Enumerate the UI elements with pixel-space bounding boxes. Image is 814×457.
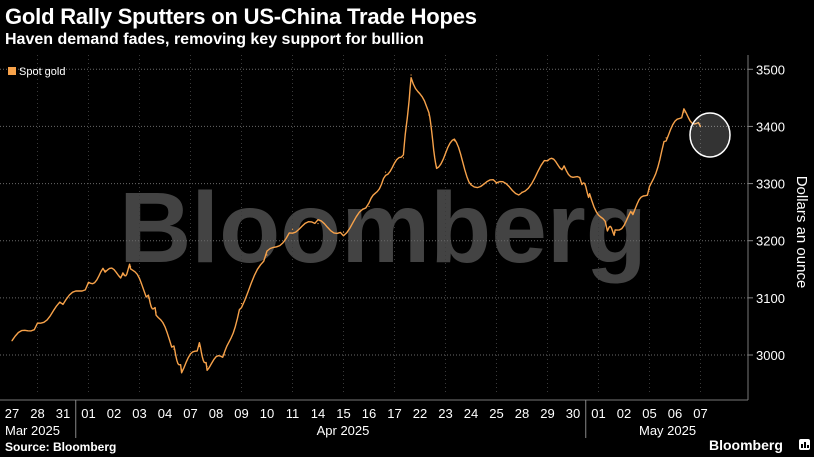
data-point-spot-gold (173, 348, 175, 350)
data-point-spot-gold (266, 254, 268, 256)
data-point-spot-gold (563, 165, 565, 168)
data-point-spot-gold (581, 182, 583, 185)
x-tick-label: 15 (336, 406, 350, 421)
y-tick-label: 3500 (756, 62, 785, 77)
x-tick-label: 23 (438, 406, 452, 421)
y-tick-label: 3200 (756, 234, 785, 249)
x-tick-label: 01 (81, 406, 95, 421)
x-tick-label: 05 (642, 406, 656, 421)
x-tick-label: 04 (158, 406, 172, 421)
x-tick-label: 01 (591, 406, 605, 421)
source-note: Source: Bloomberg (5, 440, 117, 454)
data-point-spot-gold (428, 114, 430, 116)
y-tick-label: 3400 (756, 119, 785, 134)
x-tick-label: 09 (234, 406, 248, 421)
data-point-spot-gold (632, 211, 634, 213)
data-point-spot-gold (410, 74, 412, 76)
data-point-spot-gold (606, 228, 609, 230)
data-point-spot-gold (206, 365, 208, 368)
data-point-spot-gold (435, 165, 438, 168)
y-axis: 3000 3100 3200 3300 3400 3500 (747, 55, 785, 400)
x-tick-label: 10 (260, 406, 274, 421)
brand-logo-text: Bloomberg (709, 437, 783, 453)
data-point-spot-gold (317, 222, 319, 225)
x-tick-label: 02 (617, 406, 631, 421)
y-tick-label: 3100 (756, 291, 785, 306)
x-tick-label: 11 (286, 406, 300, 421)
data-point-spot-gold (588, 194, 591, 196)
data-point-spot-gold (402, 157, 405, 159)
data-point-spot-gold (521, 191, 523, 193)
bloomberg-chart-icon (799, 439, 810, 450)
x-tick-label: 28 (515, 406, 529, 421)
x-tick-label: 07 (183, 406, 197, 421)
x-tick-label: 28 (30, 406, 44, 421)
data-point-spot-gold (648, 188, 651, 190)
data-point-spot-gold (384, 171, 387, 173)
x-tick-label: 14 (311, 406, 325, 421)
data-point-spot-gold (240, 302, 243, 305)
x-tick-label: 27 (5, 406, 19, 421)
x-tick-label: 03 (132, 406, 146, 421)
chart-title: Gold Rally Sputters on US-China Trade Ho… (5, 4, 477, 29)
data-point-spot-gold (368, 205, 370, 208)
y-tick-label: 3000 (756, 348, 785, 363)
legend-swatch-spot-gold (8, 67, 16, 75)
x-tick-label: 29 (540, 406, 554, 421)
legend-label-spot-gold: Spot gold (19, 66, 65, 78)
x-month-label: Apr 2025 (317, 423, 370, 438)
data-point-spot-gold (291, 228, 294, 230)
data-point-spot-gold (104, 269, 106, 272)
data-point-spot-gold (122, 274, 124, 276)
x-month-label: Mar 2025 (5, 423, 60, 438)
data-point-spot-gold (495, 182, 498, 185)
x-tick-label: 16 (362, 406, 376, 421)
data-point-spot-gold (87, 282, 90, 285)
x-tick-label: 08 (209, 406, 223, 421)
data-point-spot-gold (614, 231, 616, 233)
x-tick-label: 31 (56, 406, 70, 421)
x-tick-label: 07 (693, 406, 707, 421)
x-tick-label: 24 (464, 406, 478, 421)
data-point-spot-gold (453, 140, 456, 142)
x-tick-label: 06 (668, 406, 682, 421)
data-point-spot-gold (683, 111, 685, 113)
grid-lines (0, 55, 748, 395)
y-tick-label: 3300 (756, 177, 785, 192)
x-tick-label: 30 (566, 406, 580, 421)
data-point-spot-gold (155, 311, 157, 313)
data-point-spot-gold (224, 354, 226, 356)
data-point-spot-gold (180, 368, 183, 370)
data-point-spot-gold (147, 297, 150, 299)
data-point-spot-gold (342, 231, 345, 233)
data-point-spot-gold (470, 182, 472, 185)
data-point-spot-gold (62, 302, 64, 305)
data-point-spot-gold (36, 322, 39, 325)
data-point-spot-gold (546, 160, 549, 162)
x-month-label: May 2025 (639, 423, 696, 438)
y-axis-label: Dollars an ounce (793, 176, 810, 289)
x-tick-label: 17 (387, 406, 401, 421)
data-point-spot-gold (198, 345, 201, 348)
legend: Spot gold (8, 66, 65, 78)
data-point-spot-gold (11, 340, 13, 342)
series-line-spot-gold (11, 77, 702, 374)
chart-subtitle: Haven demand fades, removing key support… (5, 31, 424, 48)
watermark-layer: Bloomberg (119, 172, 647, 284)
x-tick-label: 22 (413, 406, 427, 421)
x-tick-label: 02 (107, 406, 121, 421)
series-layer (11, 74, 702, 374)
highlight-circle (689, 112, 731, 158)
x-axis: 27 28 31 01 02 03 04 07 08 09 10 11 14 15 16 17 22 23 24 25… (0, 399, 748, 438)
data-point-spot-gold (665, 137, 667, 139)
data-point-spot-gold (699, 125, 702, 128)
bloomberg-watermark: Bloomberg (119, 172, 647, 284)
data-point-spot-gold (129, 265, 132, 268)
x-tick-label: 25 (489, 406, 503, 421)
